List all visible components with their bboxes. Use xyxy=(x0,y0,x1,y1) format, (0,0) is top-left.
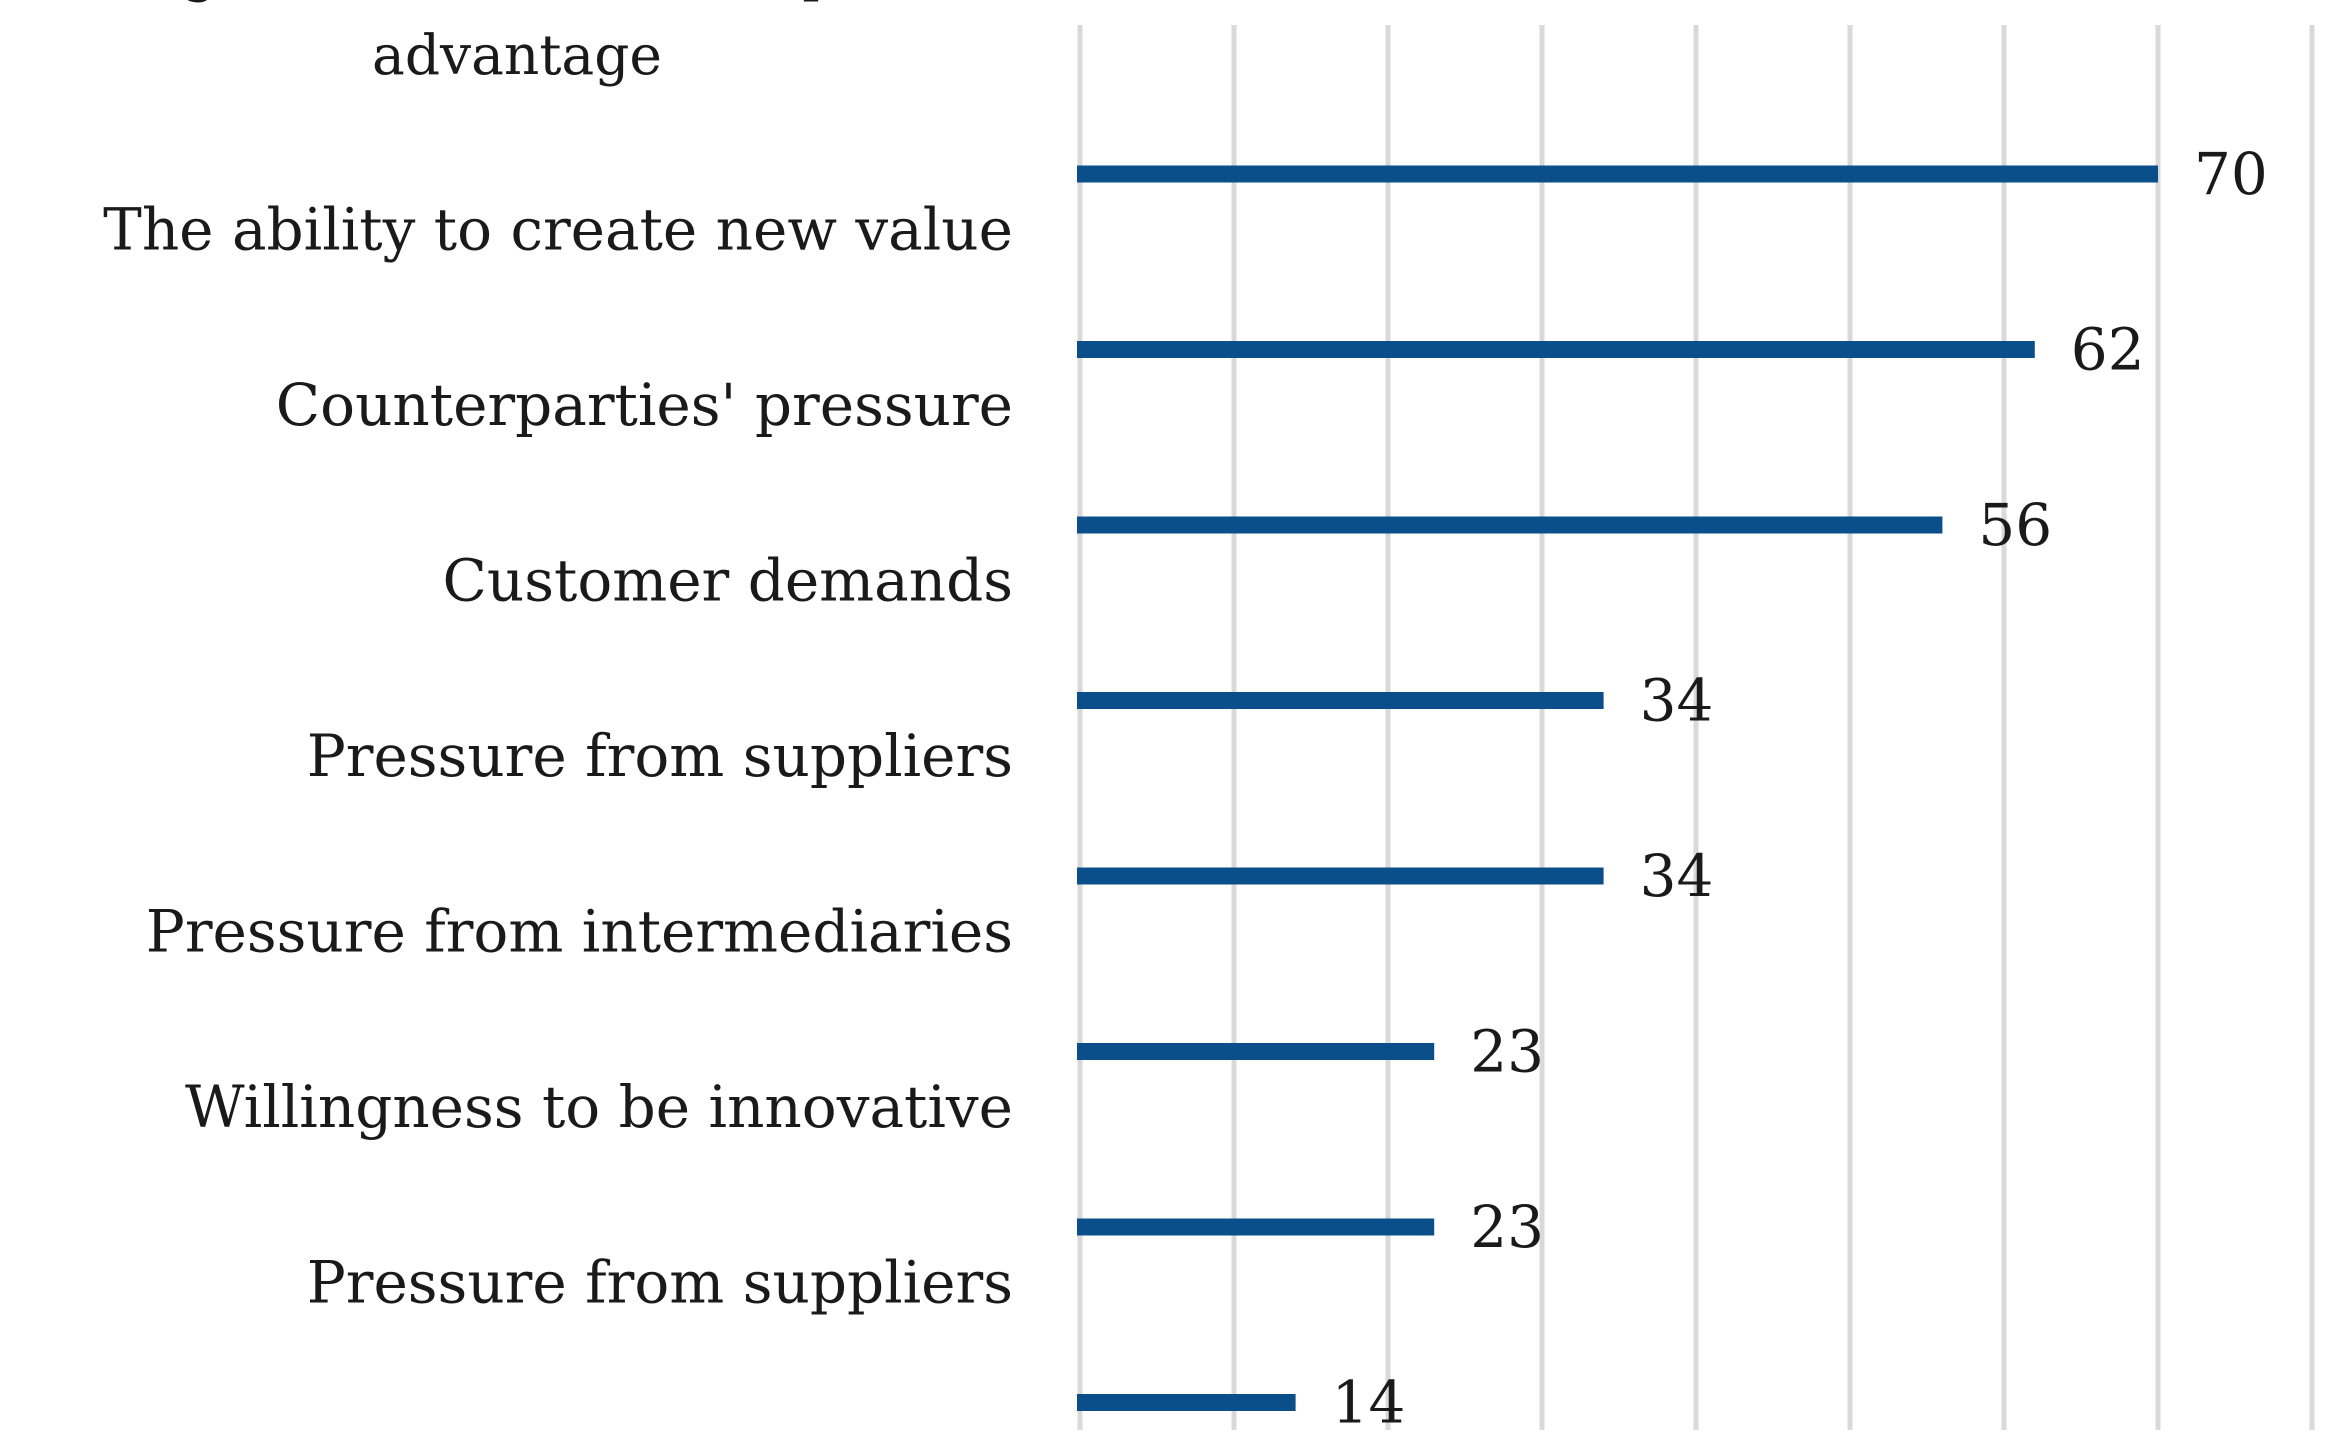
category-label: Customer demands xyxy=(443,547,1013,615)
category-labels: Willingness to increase competitive advan… xyxy=(21,0,1013,1317)
bar xyxy=(1077,341,2035,358)
category-label: Pressure from intermediaries xyxy=(146,898,1013,966)
category-label-line: The ability to create new value xyxy=(103,196,1013,264)
category-label: Pressure from suppliers xyxy=(307,1249,1013,1317)
category-label: The ability to create new value xyxy=(103,196,1013,264)
bar xyxy=(1077,1043,1435,1060)
bar xyxy=(1077,867,1604,885)
bar xyxy=(1077,692,1604,709)
category-label-line: Pressure from intermediaries xyxy=(146,898,1013,966)
category-label: Counterparties' pressure xyxy=(276,371,1013,439)
data-label: 34 xyxy=(1640,842,1714,910)
bar xyxy=(1077,1394,1296,1411)
data-label: 34 xyxy=(1640,667,1714,735)
data-label: 14 xyxy=(1332,1369,1406,1437)
data-label: 23 xyxy=(1470,1018,1544,1086)
category-label-line: Willingness to increase competitive xyxy=(21,0,1013,3)
data-labels: 70 62 56 34 34 23 23 14 xyxy=(1332,140,2268,1437)
category-label-line: Customer demands xyxy=(443,547,1013,615)
category-label-line: Counterparties' pressure xyxy=(276,371,1013,439)
grid-lines xyxy=(1077,25,2315,1430)
data-label: 23 xyxy=(1470,1193,1544,1261)
bar xyxy=(1077,165,2158,183)
bar xyxy=(1077,1218,1435,1236)
category-label: Willingness to increase competitive advan… xyxy=(21,0,1013,87)
category-label: Willingness to be innovative xyxy=(185,1073,1013,1141)
category-label-line: Pressure from suppliers xyxy=(307,722,1013,790)
bars xyxy=(1077,165,2158,1411)
data-label: 56 xyxy=(1978,491,2052,559)
bar xyxy=(1077,516,1943,534)
category-label-line: Willingness to be innovative xyxy=(185,1073,1013,1141)
category-label-line: Pressure from suppliers xyxy=(307,1249,1013,1317)
data-label: 70 xyxy=(2194,140,2268,208)
category-label-line: advantage xyxy=(372,23,662,87)
category-label: Pressure from suppliers xyxy=(307,722,1013,790)
data-label: 62 xyxy=(2071,316,2145,384)
